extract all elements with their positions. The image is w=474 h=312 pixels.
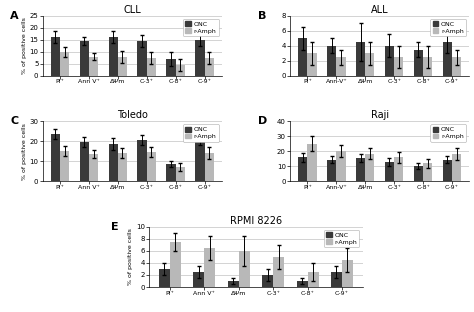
Bar — [147, 152, 156, 182]
Y-axis label: % of positive cells: % of positive cells — [22, 17, 27, 74]
Bar — [297, 281, 308, 287]
Bar — [385, 162, 394, 182]
Bar — [159, 269, 170, 287]
Bar — [414, 166, 423, 182]
Bar — [89, 154, 98, 182]
Bar — [308, 272, 319, 287]
Y-axis label: % of positive cells: % of positive cells — [22, 123, 27, 180]
Bar — [205, 153, 214, 182]
Bar — [147, 58, 156, 76]
Text: E: E — [111, 222, 118, 232]
Bar — [262, 275, 273, 287]
Bar — [385, 46, 394, 76]
Bar — [89, 56, 98, 76]
Bar — [452, 57, 461, 76]
Bar — [365, 53, 374, 76]
Text: D: D — [258, 116, 267, 126]
Title: ALL: ALL — [371, 5, 389, 15]
Bar — [307, 144, 317, 182]
Bar — [109, 144, 118, 182]
Bar — [80, 41, 89, 76]
Bar — [166, 164, 176, 182]
Bar — [356, 158, 365, 182]
Bar — [394, 57, 403, 76]
Bar — [239, 251, 250, 287]
Bar — [109, 37, 118, 76]
Bar — [176, 65, 185, 76]
Legend: ONC, r-Amph: ONC, r-Amph — [324, 230, 359, 247]
Bar — [118, 153, 127, 182]
Bar — [423, 163, 432, 182]
Bar — [298, 157, 307, 182]
Bar — [331, 272, 342, 287]
Bar — [273, 257, 284, 287]
Legend: ONC, r-Amph: ONC, r-Amph — [183, 124, 219, 142]
Bar — [205, 58, 214, 76]
Bar — [193, 272, 204, 287]
Text: B: B — [258, 11, 266, 21]
Bar — [327, 46, 336, 76]
Bar — [298, 38, 307, 76]
Bar — [356, 42, 365, 76]
Bar — [166, 59, 176, 76]
Bar — [365, 154, 374, 182]
Bar — [307, 53, 317, 76]
Title: RPMI 8226: RPMI 8226 — [230, 216, 282, 226]
Bar — [51, 134, 60, 182]
Bar — [452, 154, 461, 182]
Bar — [195, 140, 205, 182]
Bar — [414, 50, 423, 76]
Title: CLL: CLL — [123, 5, 141, 15]
Legend: ONC, r-Amph: ONC, r-Amph — [430, 124, 466, 142]
Bar — [204, 248, 215, 287]
Legend: ONC, r-Amph: ONC, r-Amph — [430, 19, 466, 36]
Bar — [443, 160, 452, 182]
Bar — [176, 168, 185, 182]
Bar — [443, 42, 452, 76]
Bar — [394, 157, 403, 182]
Bar — [60, 52, 69, 76]
Bar — [342, 260, 353, 287]
Bar — [137, 41, 147, 76]
Bar — [137, 140, 147, 182]
Text: C: C — [10, 116, 18, 126]
Text: A: A — [10, 11, 19, 21]
Bar — [336, 151, 346, 182]
Bar — [423, 57, 432, 76]
Bar — [51, 37, 60, 76]
Bar — [118, 56, 127, 76]
Legend: ONC, r-Amph: ONC, r-Amph — [183, 19, 219, 36]
Bar — [228, 281, 239, 287]
Bar — [170, 242, 181, 287]
Bar — [336, 57, 346, 76]
Bar — [327, 160, 336, 182]
Title: Toledo: Toledo — [117, 110, 148, 120]
Bar — [195, 40, 205, 76]
Title: Raji: Raji — [371, 110, 389, 120]
Bar — [60, 151, 69, 182]
Bar — [80, 142, 89, 182]
Y-axis label: % of positive cells: % of positive cells — [128, 228, 133, 285]
